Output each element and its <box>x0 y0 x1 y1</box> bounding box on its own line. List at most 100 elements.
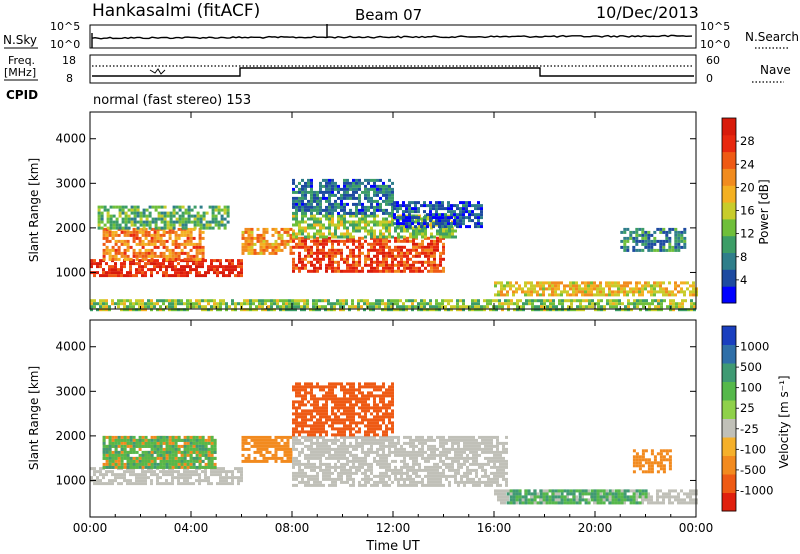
nsearch-tick-top: 10^5 <box>700 20 730 33</box>
power-echo-region <box>90 259 243 278</box>
colorbar-cell <box>722 118 736 136</box>
cpid-value: normal (fast stereo) 153 <box>93 93 251 108</box>
colorbar-tick-label: 8 <box>740 250 747 264</box>
power-echo-region <box>241 227 293 255</box>
colorbar-cell <box>722 418 736 438</box>
velocity-echo-region <box>241 435 293 463</box>
colorbar-cell <box>722 344 736 364</box>
colorbar-cell <box>722 400 736 419</box>
x-axis-label: Time UT <box>365 539 419 554</box>
velocity-ylabel: Slant Range [km] <box>27 366 41 470</box>
power-echo-region <box>97 205 230 230</box>
figure-header: Hankasalmi (fitACF) Beam 07 10/Dec/2013 <box>92 1 699 24</box>
nsky-tick-bottom: 10^0 <box>50 38 80 51</box>
colorbar-tick-label: 25 <box>740 401 755 415</box>
power-colorbar-label: Power [dB] <box>757 179 771 244</box>
freq-unit: [MHz] <box>4 66 36 79</box>
colorbar-cell <box>722 286 736 304</box>
colorbar-cell <box>722 202 736 220</box>
power-echo-region <box>292 236 445 273</box>
colorbar-cell <box>722 252 736 270</box>
xtick-label: 00:00 <box>679 521 714 535</box>
xtick-label: 04:00 <box>174 521 209 535</box>
power-ytick-label: 1000 <box>55 265 86 279</box>
velocity-echo-region <box>102 435 217 469</box>
velocity-colorbar: 1000 500 100 25 -25 -100 -500 -1000 <box>721 325 773 512</box>
power-echo-region <box>90 299 696 312</box>
nsky-strip: N.Sky 10^5 10^0 10^5 10^0 N.Search <box>3 20 799 51</box>
power-ytick-label: 2000 <box>55 221 86 235</box>
power-data <box>90 178 698 312</box>
freq-tick-top: 18 <box>62 54 76 67</box>
colorbar-tick-label: 500 <box>740 360 762 374</box>
colorbar-cell <box>722 474 736 493</box>
colorbar-cell <box>722 269 736 287</box>
xtick-label: 00:00 <box>73 521 108 535</box>
power-echo-region <box>102 227 205 261</box>
power-panel: 1000 2000 3000 4000 Slant Range [km] 4 8 12 16… <box>27 111 771 312</box>
colorbar-cell <box>722 168 736 186</box>
freq-glitch <box>149 68 166 75</box>
nsky-trace <box>91 34 693 40</box>
velocity-panel: 1000 2000 3000 4000 00:00 04:00 08:00 12:00 16:0… <box>27 319 791 554</box>
nave-label: Nave <box>760 63 791 77</box>
colorbar-tick-label: 12 <box>740 227 755 241</box>
nsearch-tick-bottom: 10^0 <box>700 38 730 51</box>
nave-tick-bottom: 0 <box>706 72 713 85</box>
colorbar-cell <box>722 381 736 401</box>
xtick-label: 16:00 <box>477 521 512 535</box>
colorbar-cell <box>722 437 736 456</box>
velocity-echo-region <box>506 489 648 505</box>
colorbar-cell <box>722 151 736 169</box>
colorbar-cell <box>722 235 736 253</box>
colorbar-tick-label: 100 <box>740 381 762 395</box>
colorbar-tick-label: 20 <box>740 180 755 194</box>
power-colorbar: 4 8 12 16 20 24 28 <box>721 117 755 304</box>
colorbar-tick-label: 1000 <box>740 340 769 354</box>
colorbar-cell <box>722 455 736 475</box>
velocity-echo-region <box>292 435 508 487</box>
colorbar-tick-label: -100 <box>740 442 766 456</box>
velocity-ytick-label: 3000 <box>55 384 86 398</box>
colorbar-cell <box>722 218 736 237</box>
colorbar-cell <box>722 326 736 345</box>
colorbar-cell <box>722 363 736 382</box>
velocity-ticks: 1000 2000 3000 4000 00:00 04:00 08:00 12:00 16:0… <box>55 320 713 535</box>
colorbar-cell <box>722 134 736 153</box>
nsearch-label: N.Search <box>745 30 799 44</box>
colorbar-tick-label: 28 <box>740 134 755 148</box>
colorbar-tick-label: -1000 <box>740 483 773 497</box>
power-echo-region <box>393 201 483 229</box>
station-title: Hankasalmi (fitACF) <box>92 1 260 21</box>
velocity-frame <box>89 319 697 518</box>
colorbar-tick-label: -500 <box>740 463 766 477</box>
freq-trace <box>92 67 694 77</box>
power-ylabel: Slant Range [km] <box>27 158 41 262</box>
colorbar-tick-label: 16 <box>740 204 755 218</box>
power-echo-region <box>494 281 698 297</box>
xtick-label: 20:00 <box>578 521 613 535</box>
velocity-colorbar-label: Velocity [m s⁻¹] <box>777 375 791 468</box>
xtick-label: 12:00 <box>376 521 411 535</box>
nsky-tick-top: 10^5 <box>50 20 80 33</box>
power-ytick-label: 4000 <box>55 132 86 146</box>
cpid-label: CPID <box>6 88 38 102</box>
colorbar-cell <box>722 492 736 512</box>
colorbar-tick-label: 24 <box>740 157 755 171</box>
velocity-echo-region <box>90 467 243 486</box>
power-ytick-label: 3000 <box>55 176 86 190</box>
freq-label: Freq. <box>8 54 35 67</box>
power-echo-region <box>292 178 394 215</box>
nsky-label: N.Sky <box>3 33 37 47</box>
velocity-echo-region <box>292 382 394 437</box>
nave-tick-top: 60 <box>706 54 720 67</box>
power-ticks: 1000 2000 3000 4000 <box>55 112 697 309</box>
velocity-data <box>90 382 698 505</box>
beam-label: Beam 07 <box>355 6 422 24</box>
colorbar-tick-label: -25 <box>740 422 759 436</box>
freq-tick-bottom: 8 <box>66 72 73 85</box>
colorbar-tick-label: 4 <box>740 273 747 287</box>
date-label: 10/Dec/2013 <box>596 3 699 22</box>
freq-strip: Freq. [MHz] 18 8 60 0 Nave CPID normal (… <box>4 54 791 108</box>
